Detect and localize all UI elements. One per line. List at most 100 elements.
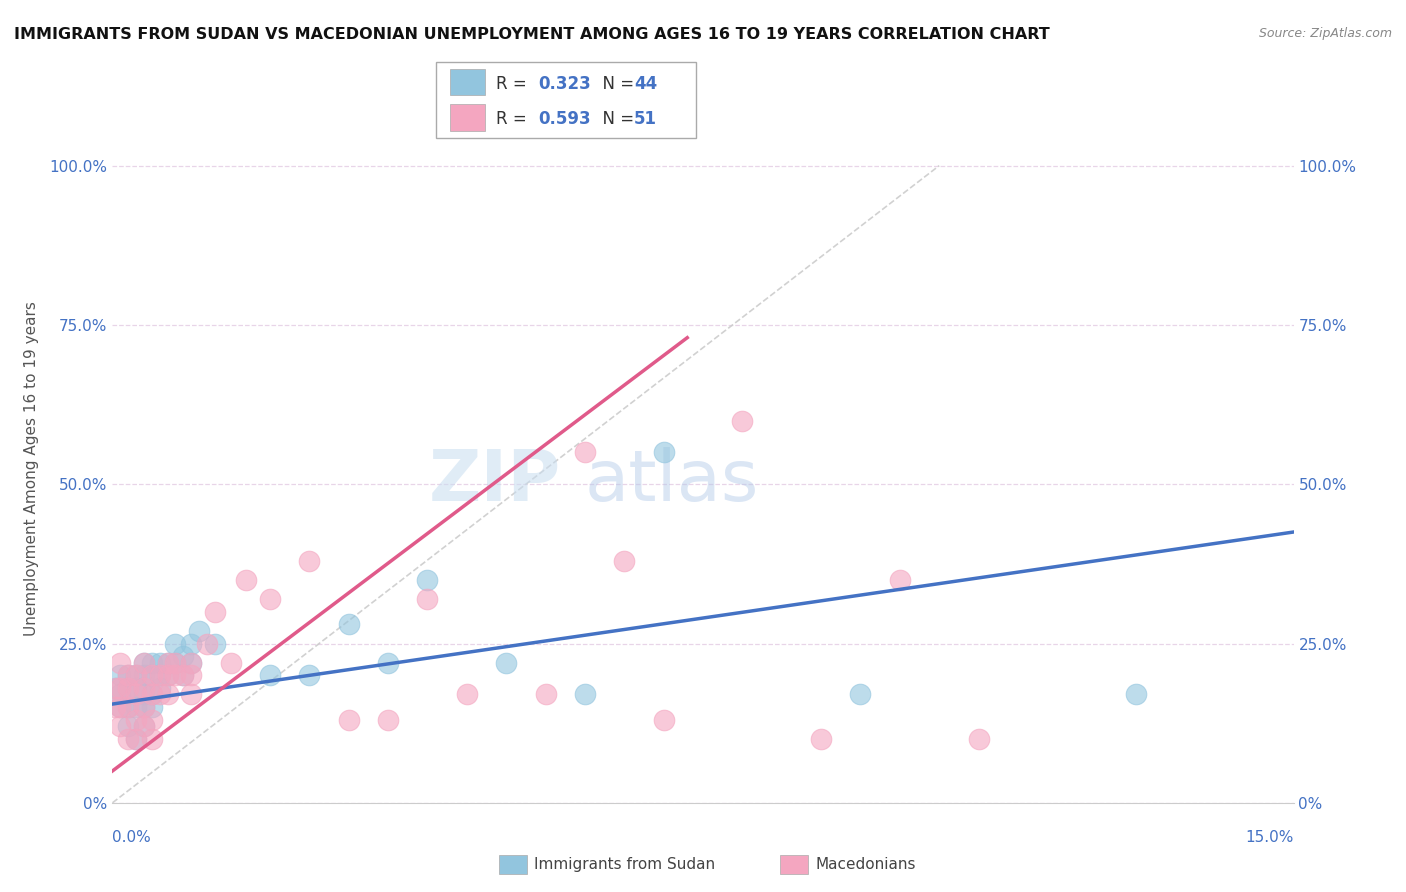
Point [1125, 688, 1147, 702]
Point [613, 554, 636, 568]
Point [195, 636, 218, 650]
Point [117, 668, 139, 682]
Point [149, 668, 172, 682]
Point [652, 713, 675, 727]
Point [110, 719, 132, 733]
Text: 44: 44 [634, 75, 658, 93]
Point [149, 681, 172, 695]
Text: N =: N = [592, 75, 640, 93]
Point [172, 668, 194, 682]
Point [132, 688, 155, 702]
Point [180, 668, 202, 682]
Point [125, 668, 148, 682]
Point [125, 681, 148, 695]
Point [731, 413, 754, 427]
Point [117, 700, 139, 714]
Text: atlas: atlas [585, 447, 759, 516]
Point [105, 681, 128, 695]
Point [967, 732, 990, 747]
Point [117, 681, 139, 695]
Point [104, 700, 127, 714]
Point [110, 688, 132, 702]
Point [172, 668, 194, 682]
Point [125, 732, 148, 747]
Point [337, 713, 360, 727]
Point [259, 591, 281, 606]
Point [298, 554, 321, 568]
Point [110, 656, 132, 670]
Point [156, 668, 179, 682]
Point [132, 719, 155, 733]
Point [652, 445, 675, 459]
Point [574, 688, 596, 702]
Point [180, 688, 202, 702]
Point [180, 656, 202, 670]
Point [141, 656, 163, 670]
Point [141, 688, 163, 702]
Point [574, 445, 596, 459]
Point [117, 719, 139, 733]
Point [377, 656, 399, 670]
Point [132, 700, 155, 714]
Text: 0.323: 0.323 [538, 75, 592, 93]
Point [132, 681, 155, 695]
Point [377, 713, 399, 727]
Point [416, 591, 439, 606]
Text: R =: R = [496, 111, 533, 128]
Point [125, 688, 148, 702]
Text: 0.0%: 0.0% [112, 830, 152, 845]
Point [204, 636, 226, 650]
Point [105, 681, 128, 695]
Point [117, 681, 139, 695]
Point [149, 688, 172, 702]
Text: N =: N = [592, 111, 640, 128]
Point [125, 700, 148, 714]
Point [165, 668, 187, 682]
Text: R =: R = [496, 75, 533, 93]
Point [298, 668, 321, 682]
Point [149, 668, 172, 682]
Point [165, 656, 187, 670]
Point [810, 732, 832, 747]
Point [156, 656, 179, 670]
Text: ZIP: ZIP [429, 447, 561, 516]
Text: Immigrants from Sudan: Immigrants from Sudan [534, 857, 716, 871]
Point [141, 700, 163, 714]
Point [156, 668, 179, 682]
Text: IMMIGRANTS FROM SUDAN VS MACEDONIAN UNEMPLOYMENT AMONG AGES 16 TO 19 YEARS CORRE: IMMIGRANTS FROM SUDAN VS MACEDONIAN UNEM… [14, 27, 1050, 42]
Text: 51: 51 [634, 111, 657, 128]
Point [141, 668, 163, 682]
Point [337, 617, 360, 632]
Point [132, 700, 155, 714]
Point [132, 656, 155, 670]
Y-axis label: Unemployment Among Ages 16 to 19 years: Unemployment Among Ages 16 to 19 years [24, 301, 38, 636]
Point [849, 688, 872, 702]
Point [141, 732, 163, 747]
Point [235, 573, 257, 587]
Point [110, 700, 132, 714]
Point [141, 668, 163, 682]
Point [117, 668, 139, 682]
Point [125, 732, 148, 747]
Point [456, 688, 478, 702]
Point [495, 656, 517, 670]
Point [165, 656, 187, 670]
Point [132, 719, 155, 733]
Text: Source: ZipAtlas.com: Source: ZipAtlas.com [1258, 27, 1392, 40]
Point [141, 688, 163, 702]
Point [172, 649, 194, 664]
Point [110, 668, 132, 682]
Text: 0.593: 0.593 [538, 111, 591, 128]
Point [416, 573, 439, 587]
Point [132, 668, 155, 682]
Point [889, 573, 911, 587]
Point [125, 713, 148, 727]
Point [117, 700, 139, 714]
Point [141, 713, 163, 727]
Point [156, 688, 179, 702]
Point [132, 656, 155, 670]
Point [156, 656, 179, 670]
Text: 15.0%: 15.0% [1246, 830, 1294, 845]
Point [110, 681, 132, 695]
Point [125, 668, 148, 682]
